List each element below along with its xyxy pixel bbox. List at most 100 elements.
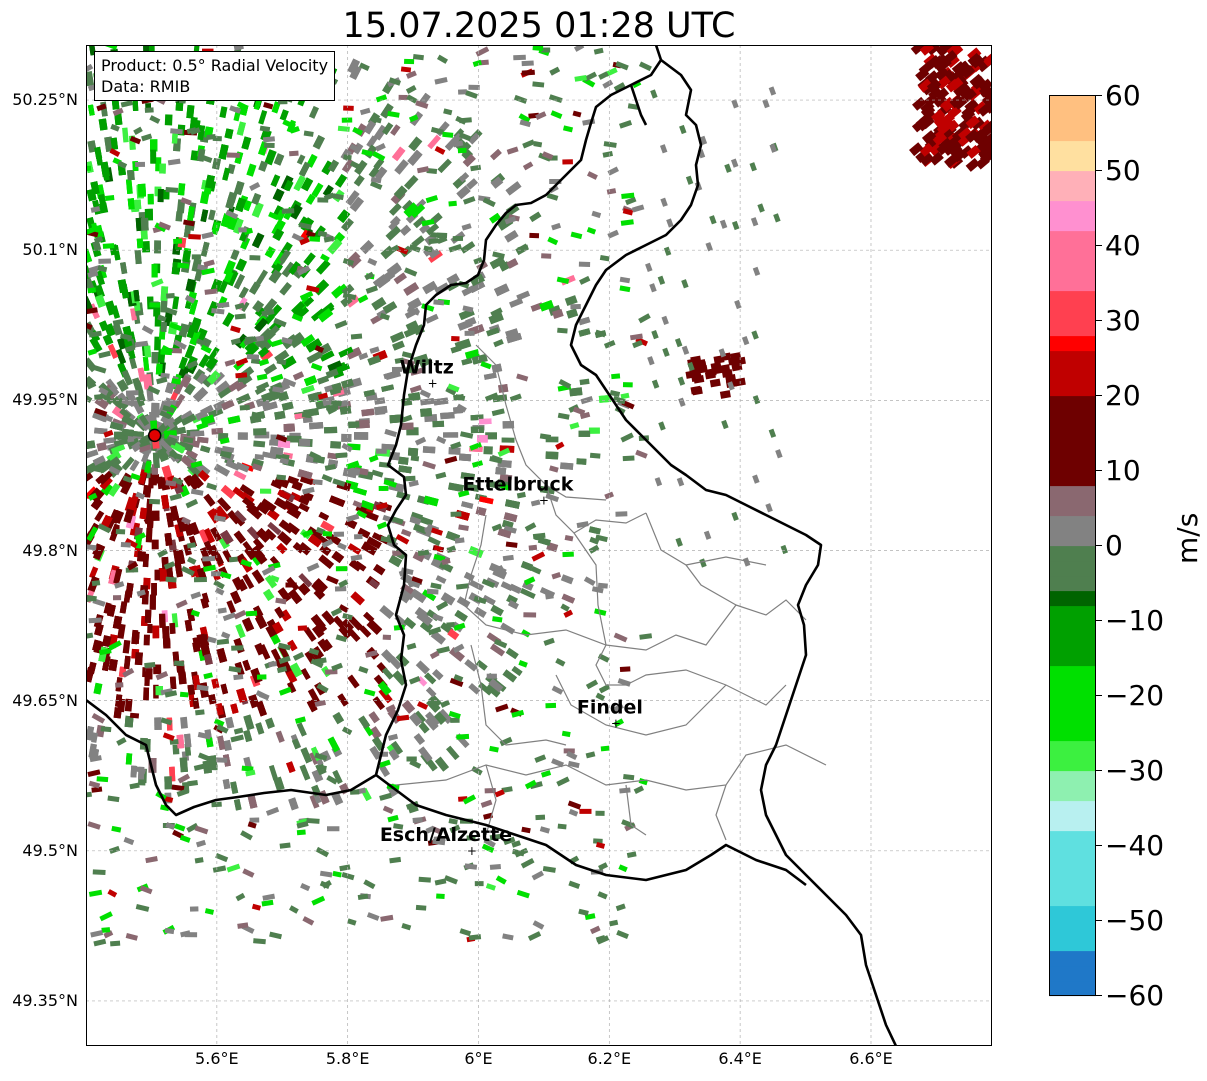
radar-echo-cell	[615, 511, 628, 517]
radar-echo-cell	[350, 333, 363, 340]
radar-echo-cell	[138, 444, 152, 453]
radar-echo-cell	[189, 906, 199, 912]
radar-echo-cell	[282, 119, 296, 130]
radar-echo-cell	[306, 562, 320, 572]
radar-echo-cell	[731, 99, 739, 109]
radar-echo-cell	[485, 480, 502, 489]
colorbar-cell	[1049, 350, 1096, 367]
radar-echo-cell	[145, 527, 153, 543]
radar-echo-cell	[368, 711, 380, 724]
radar-echo-cell	[547, 236, 559, 246]
radar-echo-cell	[436, 435, 447, 445]
radar-echo-cell	[110, 123, 120, 132]
radar-echo-cell	[119, 407, 132, 420]
radar-echo-cell	[102, 333, 114, 346]
radar-echo-cell	[151, 402, 160, 418]
radar-echo-cell	[589, 925, 601, 935]
radar-echo-cell	[233, 274, 245, 290]
radar-echo-cell	[381, 667, 394, 680]
radar-echo-cell	[407, 149, 423, 166]
radar-echo-cell	[595, 534, 608, 543]
radar-echo-cell	[341, 726, 353, 736]
radar-echo-cell	[620, 432, 634, 443]
radar-echo-cell	[337, 693, 349, 707]
radar-echo-cell	[135, 395, 145, 407]
radar-site-marker[interactable]	[147, 428, 162, 443]
radar-echo-cell	[330, 607, 343, 617]
radar-echo-cell	[568, 880, 581, 889]
radar-echo-cell	[161, 345, 173, 355]
radar-echo-cell	[446, 273, 460, 286]
radar-echo-cell	[104, 323, 116, 337]
radar-echo-cell	[380, 914, 394, 922]
radar-echo-cell	[370, 176, 382, 184]
radar-echo-cell	[236, 121, 246, 136]
radar-echo-cell	[87, 270, 99, 278]
radar-echo-cell	[316, 342, 332, 356]
radar-echo-cell	[259, 488, 272, 494]
radar-echo-cell	[230, 590, 242, 605]
radar-echo-cell	[520, 588, 536, 599]
radar-echo-cell	[292, 651, 305, 661]
radar-echo-cell	[213, 463, 230, 477]
radar-echo-cell	[596, 935, 610, 945]
radar-echo-cell	[298, 502, 310, 513]
radar-echo-cell	[202, 527, 216, 545]
radar-echo-cell	[278, 655, 291, 665]
radar-map[interactable]: +Wiltz+Ettelbruck+Findel+Esch/Alzette	[86, 45, 992, 1046]
colorbar-cell	[1049, 290, 1096, 307]
radar-echo-cell	[549, 66, 561, 76]
radar-echo-cell	[169, 493, 182, 501]
radar-echo-cell	[432, 420, 445, 428]
radar-echo-cell	[278, 249, 291, 264]
radar-echo-cell	[255, 722, 265, 735]
radar-echo-cell	[424, 672, 437, 685]
radar-echo-cell	[133, 126, 143, 135]
radar-echo-cell	[189, 330, 201, 346]
radar-echo-cell	[413, 523, 428, 535]
radar-echo-cell	[326, 406, 337, 415]
radar-echo-cell	[466, 835, 476, 841]
radar-echo-cell	[558, 378, 572, 389]
radar-echo-cell	[124, 344, 136, 353]
radar-echo-cell	[126, 437, 141, 450]
radar-echo-cell	[226, 152, 240, 158]
radar-echo-cell	[440, 592, 456, 606]
radar-echo-cell	[749, 162, 757, 172]
radar-echo-cell	[516, 290, 531, 301]
radar-echo-cell	[502, 933, 514, 941]
radar-echo-cell	[171, 784, 185, 792]
radar-echo-cell	[398, 94, 408, 100]
radar-echo-cell	[574, 75, 587, 82]
radar-echo-cell	[317, 307, 334, 323]
colorbar-cell	[1049, 935, 1096, 952]
radar-echo-cell	[117, 337, 127, 350]
radar-echo-cell	[133, 289, 140, 302]
radar-echo-cell	[375, 502, 389, 511]
radar-echo-cell	[605, 67, 618, 77]
radar-echo-cell	[471, 460, 484, 468]
radar-echo-cell	[136, 589, 146, 597]
radar-echo-cell	[363, 879, 376, 890]
radar-echo-cell	[451, 336, 460, 342]
radar-echo-cell	[367, 257, 378, 266]
radar-echo-cell	[425, 825, 435, 834]
radar-echo-cell	[485, 683, 501, 698]
radar-echo-cell	[681, 345, 690, 355]
radar-echo-cell	[239, 484, 255, 497]
radar-echo-cell	[154, 336, 161, 351]
radar-echo-cell	[265, 717, 275, 729]
radar-echo-cell	[750, 217, 759, 227]
radar-echo-cell	[341, 218, 354, 232]
radar-echo-cell	[300, 668, 311, 680]
radar-echo-cell	[213, 399, 227, 412]
radar-echo-cell	[338, 579, 349, 588]
radar-echo-cell	[277, 531, 292, 546]
radar-echo-cell	[299, 290, 314, 301]
radar-echo-cell	[224, 128, 234, 139]
radar-echo-cell	[276, 474, 287, 481]
radar-echo-cell	[342, 292, 357, 301]
radar-echo-cell	[108, 658, 118, 672]
radar-echo-cell	[419, 619, 433, 633]
radar-echo-cell	[147, 385, 161, 395]
